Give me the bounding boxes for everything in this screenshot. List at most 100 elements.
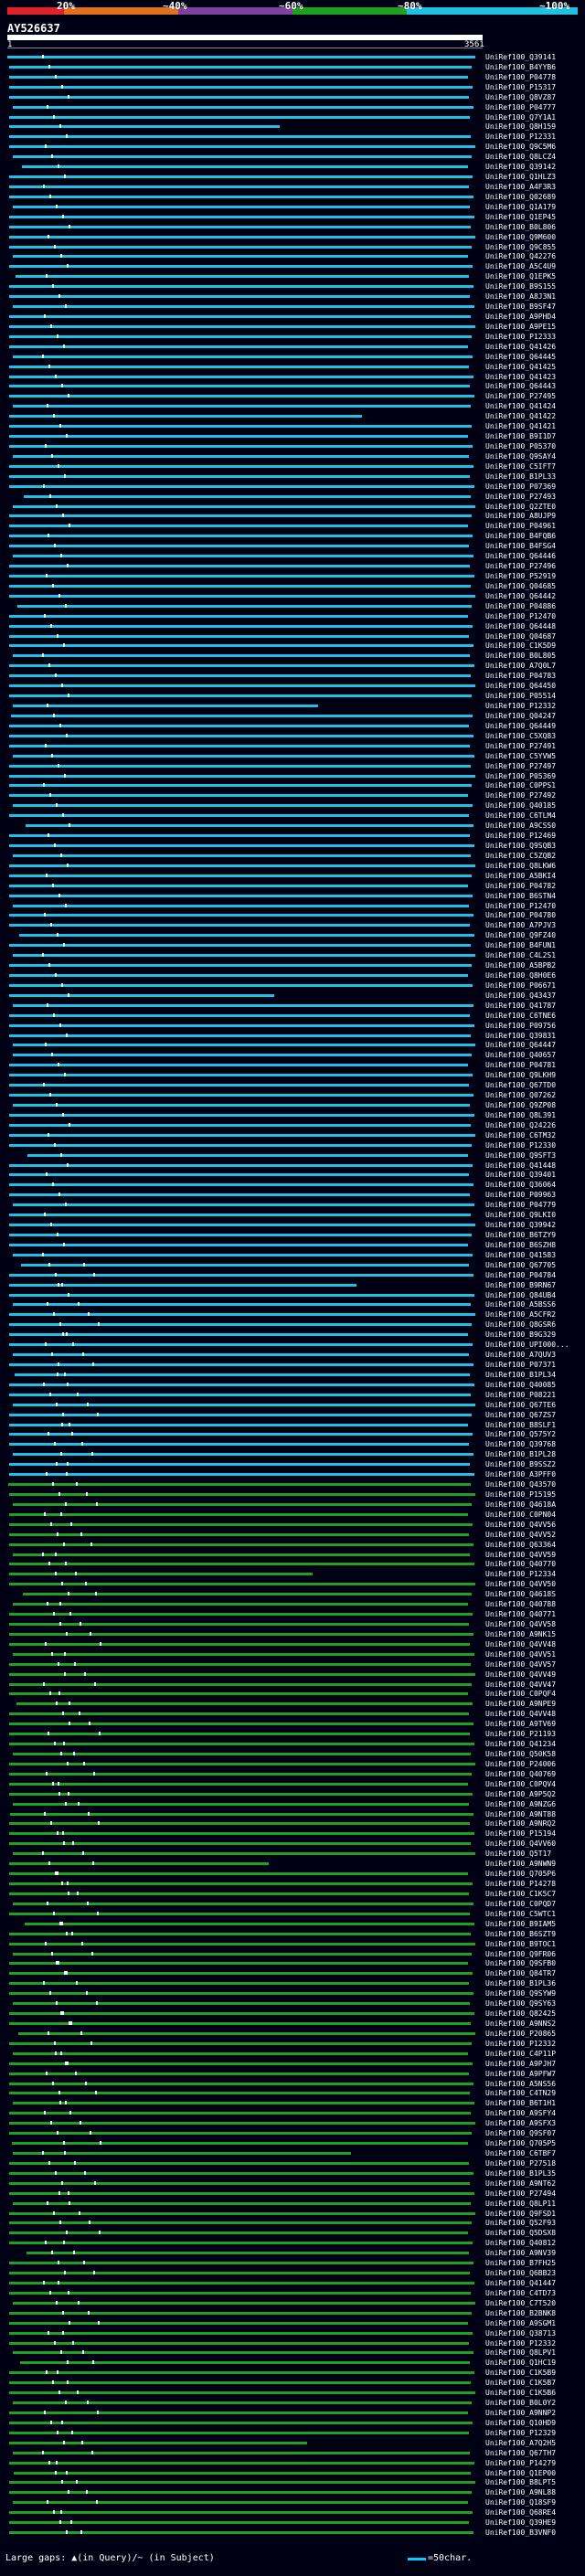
hit-name[interactable]: UniRef100_P04778 — [485, 72, 557, 81]
hit-name[interactable]: UniRef100_Q4VV47 — [485, 1680, 557, 1689]
hit-row[interactable]: UniRef100_P12332 — [0, 702, 585, 710]
alignment-bar[interactable] — [9, 1423, 468, 1426]
hit-name[interactable]: UniRef100_P04961 — [485, 522, 557, 531]
hit-row[interactable]: UniRef100_Q9SYW9 — [0, 1989, 585, 1998]
hit-name[interactable]: UniRef100_P04780 — [485, 911, 557, 920]
hit-name[interactable]: UniRef100_B1PL28 — [485, 1450, 557, 1459]
hit-name[interactable]: UniRef100_A5C4U9 — [485, 262, 557, 271]
hit-name[interactable]: UniRef100_Q67TD0 — [485, 1081, 557, 1090]
hit-name[interactable]: UniRef100_Q4VV48 — [485, 1639, 557, 1648]
hit-row[interactable]: UniRef100_C5XQ83 — [0, 732, 585, 740]
alignment-bar[interactable] — [13, 255, 468, 259]
hit-name[interactable]: UniRef100_P27496 — [485, 562, 557, 571]
hit-row[interactable]: UniRef100_P04779 — [0, 1201, 585, 1209]
alignment-bar[interactable] — [9, 175, 473, 179]
alignment-bar[interactable] — [13, 754, 474, 758]
hit-row[interactable]: UniRef100_Q43570 — [0, 1480, 585, 1489]
hit-row[interactable]: UniRef100_B9SSZ2 — [0, 1460, 585, 1468]
alignment-bar[interactable] — [9, 565, 470, 568]
alignment-bar[interactable] — [9, 874, 472, 877]
hit-row[interactable]: UniRef100_A9NNS2 — [0, 2019, 585, 2028]
hit-name[interactable]: UniRef100_A4F3R3 — [485, 183, 557, 191]
alignment-bar[interactable] — [9, 1892, 469, 1895]
hit-row[interactable]: UniRef100_B4FSG4 — [0, 542, 585, 550]
alignment-bar[interactable] — [13, 2351, 473, 2355]
hit-name[interactable]: UniRef100_B9S155 — [485, 282, 557, 292]
alignment-bar[interactable] — [13, 853, 471, 857]
alignment-bar[interactable] — [9, 1613, 473, 1617]
alignment-bar[interactable] — [9, 1692, 468, 1696]
hit-name[interactable]: UniRef100_Q4VV49 — [485, 1670, 557, 1679]
hit-name[interactable]: UniRef100_P14278 — [485, 1880, 557, 1889]
alignment-bar[interactable] — [9, 2122, 475, 2125]
alignment-bar[interactable] — [9, 95, 469, 99]
hit-name[interactable]: UniRef100_Q1A179 — [485, 202, 557, 211]
hit-row[interactable]: UniRef100_Q64443 — [0, 382, 585, 390]
hit-row[interactable]: UniRef100_B6T1H1 — [0, 2099, 585, 2107]
hit-name[interactable]: UniRef100_A9PE15 — [485, 322, 557, 331]
hit-name[interactable]: UniRef100_P05370 — [485, 442, 557, 451]
alignment-bar[interactable] — [9, 2272, 470, 2275]
hit-name[interactable]: UniRef100_P12333 — [485, 332, 557, 341]
hit-row[interactable]: UniRef100_Q9M600 — [0, 233, 585, 241]
alignment-bar[interactable] — [9, 674, 471, 678]
hit-row[interactable]: UniRef100_Q04685 — [0, 582, 585, 590]
hit-name[interactable]: UniRef100_A9NK15 — [485, 1629, 557, 1638]
alignment-bar[interactable] — [9, 85, 473, 89]
alignment-bar[interactable] — [9, 2231, 468, 2235]
hit-name[interactable]: UniRef100_Q9M600 — [485, 232, 557, 241]
hit-row[interactable]: UniRef100_B4YYB6 — [0, 63, 585, 71]
hit-name[interactable]: UniRef100_P04779 — [485, 1201, 557, 1210]
hit-name[interactable]: UniRef100_A8J3N1 — [485, 292, 557, 302]
alignment-bar[interactable] — [9, 1792, 473, 1796]
hit-row[interactable]: UniRef100_Q40788 — [0, 1600, 585, 1608]
hit-name[interactable]: UniRef100_A7PJV3 — [485, 921, 557, 930]
hit-row[interactable]: UniRef100_B7FH25 — [0, 2259, 585, 2267]
hit-name[interactable]: UniRef100_B4FUN1 — [485, 941, 557, 950]
hit-row[interactable]: UniRef100_Q41787 — [0, 1002, 585, 1010]
alignment-bar[interactable] — [9, 584, 471, 588]
hit-row[interactable]: UniRef100_A8J3N1 — [0, 292, 585, 301]
hit-name[interactable]: UniRef100_C5ZQB2 — [485, 851, 557, 860]
alignment-bar[interactable] — [13, 904, 469, 907]
hit-row[interactable]: UniRef100_Q39831 — [0, 1032, 585, 1040]
alignment-bar[interactable] — [9, 1563, 474, 1566]
hit-row[interactable]: UniRef100_Q8LKW6 — [0, 862, 585, 870]
hit-row[interactable]: UniRef100_A9NV39 — [0, 2249, 585, 2257]
alignment-bar[interactable] — [13, 504, 475, 508]
alignment-bar[interactable] — [22, 165, 468, 169]
alignment-bar[interactable] — [9, 535, 473, 538]
hit-name[interactable]: UniRef100_Q40769 — [485, 1769, 557, 1778]
hit-name[interactable]: UniRef100_B0L805 — [485, 652, 557, 661]
alignment-bar[interactable] — [16, 275, 469, 279]
hit-name[interactable]: UniRef100_C5YVW5 — [485, 751, 557, 760]
hit-row[interactable]: UniRef100_Q64446 — [0, 552, 585, 560]
alignment-bar[interactable] — [13, 2102, 474, 2105]
hit-name[interactable]: UniRef100_Q9FSD1 — [485, 2209, 557, 2218]
hit-row[interactable]: UniRef100_Q9SFB0 — [0, 1959, 585, 1967]
alignment-bar[interactable] — [9, 375, 473, 378]
alignment-bar[interactable] — [9, 2511, 473, 2515]
alignment-bar[interactable] — [9, 794, 468, 798]
hit-name[interactable]: UniRef100_Q40085 — [485, 1380, 557, 1389]
hit-row[interactable]: UniRef100_Q4VV58 — [0, 1620, 585, 1628]
hit-row[interactable]: UniRef100_Q8H0E6 — [0, 971, 585, 980]
hit-row[interactable]: UniRef100_A4F3R3 — [0, 183, 585, 191]
alignment-bar[interactable] — [9, 1413, 472, 1416]
alignment-bar[interactable] — [13, 1952, 472, 1956]
hit-row[interactable]: UniRef100_P04777 — [0, 103, 585, 111]
hit-row[interactable]: UniRef100_Q39401 — [0, 1171, 585, 1179]
hit-name[interactable]: UniRef100_Q84UB4 — [485, 1290, 557, 1299]
hit-name[interactable]: UniRef100_Q67TH7 — [485, 2448, 557, 2457]
hit-row[interactable]: UniRef100_P12469 — [0, 832, 585, 840]
hit-row[interactable]: UniRef100_C7T520 — [0, 2299, 585, 2307]
alignment-bar[interactable] — [13, 555, 473, 558]
alignment-bar[interactable] — [13, 1203, 474, 1207]
hit-row[interactable]: UniRef100_Q41426 — [0, 343, 585, 351]
hit-row[interactable]: UniRef100_B1PL35 — [0, 2169, 585, 2178]
alignment-bar[interactable] — [9, 1013, 470, 1017]
alignment-bar[interactable] — [13, 2301, 475, 2305]
hit-row[interactable]: UniRef100_C1K5D9 — [0, 641, 585, 650]
alignment-bar[interactable] — [9, 345, 468, 348]
hit-name[interactable]: UniRef100_Q41787 — [485, 1001, 557, 1010]
